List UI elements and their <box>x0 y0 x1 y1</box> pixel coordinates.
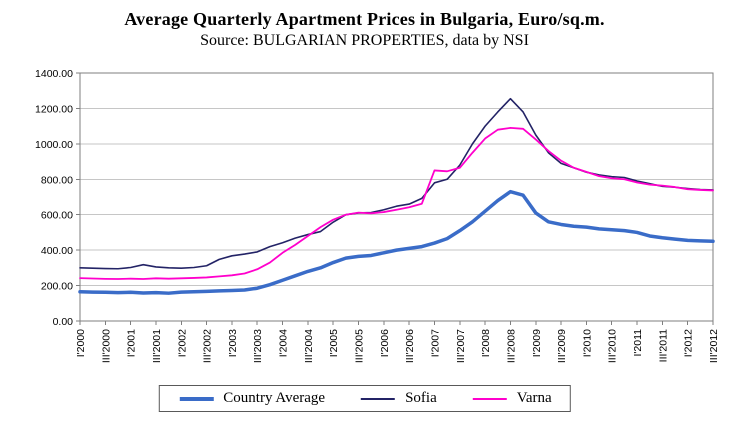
svg-text:I'2003: I'2003 <box>227 329 239 357</box>
legend-label-sofia: Sofia <box>405 390 437 406</box>
plot-area: 0.00 200.00 400.00 600.00 800.00 1000.00 1200.… <box>35 68 720 363</box>
svg-text:III'2007: III'2007 <box>455 329 467 363</box>
svg-text:III'2008: III'2008 <box>505 329 517 363</box>
svg-text:III'2010: III'2010 <box>607 329 619 363</box>
svg-text:I'2011: I'2011 <box>632 329 644 357</box>
legend-line-sofia-icon <box>361 397 396 400</box>
legend-label-varna: Varna <box>516 390 552 406</box>
svg-text:III'2011: III'2011 <box>657 329 669 362</box>
legend-line-varna-icon <box>472 397 507 400</box>
svg-text:I'2005: I'2005 <box>328 329 340 357</box>
svg-text:I'2008: I'2008 <box>480 329 492 357</box>
svg-text:I'2004: I'2004 <box>278 329 290 357</box>
svg-text:600.00: 600.00 <box>41 210 73 222</box>
svg-text:I'2002: I'2002 <box>176 329 188 357</box>
svg-text:III'2005: III'2005 <box>354 329 366 363</box>
legend-item-varna: Varna <box>471 390 552 407</box>
legend-line-country-average-icon <box>179 396 214 401</box>
chart-source: Source: BULGARIAN PROPERTIES, data by NS… <box>200 32 529 49</box>
svg-text:I'2010: I'2010 <box>581 329 593 357</box>
svg-text:200.00: 200.00 <box>41 281 73 293</box>
svg-text:III'2004: III'2004 <box>303 329 315 363</box>
svg-text:I'2009: I'2009 <box>531 329 543 357</box>
svg-text:III'2000: III'2000 <box>100 329 112 363</box>
chart-title: Average Quarterly Apartment Prices in Bu… <box>124 9 605 29</box>
svg-text:I'2006: I'2006 <box>379 329 391 357</box>
svg-text:III'2009: III'2009 <box>556 329 568 363</box>
legend-item-sofia: Sofia <box>359 390 437 407</box>
legend: Country Average Sofia Varna <box>158 385 571 412</box>
svg-text:I'2007: I'2007 <box>429 329 441 357</box>
legend-item-country-average: Country Average <box>177 390 325 407</box>
legend-label-country-average: Country Average <box>223 390 326 406</box>
svg-text:III'2012: III'2012 <box>708 329 720 363</box>
svg-text:III'2002: III'2002 <box>202 329 214 363</box>
svg-text:800.00: 800.00 <box>41 174 73 186</box>
svg-text:III'2001: III'2001 <box>151 329 163 363</box>
svg-text:III'2003: III'2003 <box>252 329 264 363</box>
svg-text:1200.00: 1200.00 <box>35 103 73 115</box>
svg-text:0.00: 0.00 <box>53 316 74 328</box>
svg-text:400.00: 400.00 <box>41 245 73 257</box>
svg-text:1400.00: 1400.00 <box>35 68 73 80</box>
svg-text:I'2012: I'2012 <box>683 329 695 357</box>
svg-text:I'2000: I'2000 <box>75 329 87 357</box>
svg-text:1000.00: 1000.00 <box>35 139 73 151</box>
svg-text:III'2006: III'2006 <box>404 329 416 363</box>
svg-text:I'2001: I'2001 <box>126 329 138 357</box>
